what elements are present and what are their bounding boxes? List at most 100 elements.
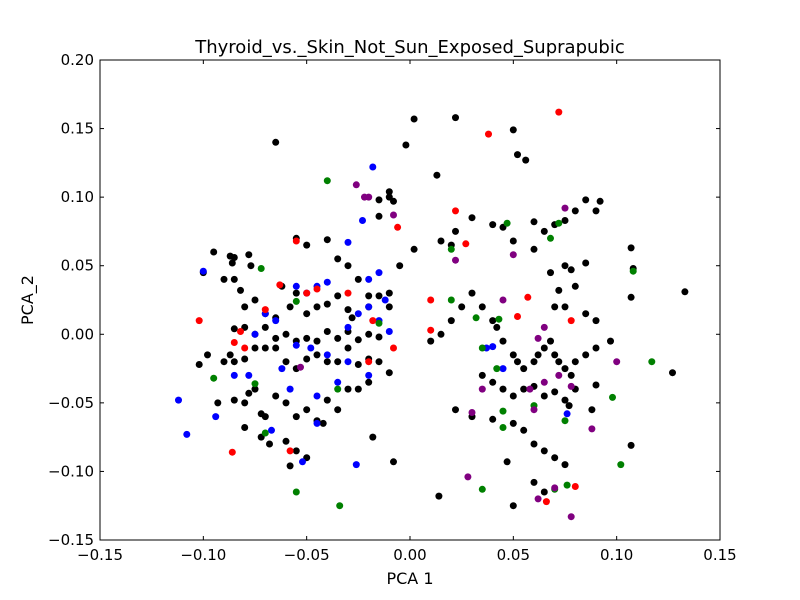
data-point (627, 441, 635, 449)
data-point (361, 193, 368, 201)
data-point (323, 358, 331, 366)
data-point (565, 402, 573, 410)
data-point (344, 344, 352, 352)
data-point (195, 317, 203, 325)
data-point (220, 275, 228, 283)
data-point (261, 429, 269, 437)
data-point (334, 358, 342, 366)
data-point (427, 296, 435, 304)
data-point (336, 502, 344, 510)
data-point (526, 385, 534, 393)
data-point (183, 430, 191, 438)
data-point (354, 275, 362, 283)
data-point (524, 293, 532, 301)
data-point (282, 358, 290, 366)
data-point (509, 351, 517, 359)
data-point (375, 333, 383, 341)
data-point (303, 310, 311, 318)
data-point (561, 303, 569, 311)
data-point (251, 344, 259, 352)
y-tick-label: 0.20 (61, 51, 94, 69)
data-point (547, 269, 554, 277)
y-tick-label: 0.15 (61, 120, 94, 138)
data-point (313, 351, 321, 359)
data-point (369, 317, 377, 325)
y-tick-label: −0.05 (48, 394, 94, 412)
data-point (555, 371, 563, 379)
data-point (617, 461, 625, 469)
data-point (437, 237, 445, 245)
data-point (390, 211, 397, 219)
data-point (571, 207, 579, 215)
data-point (390, 197, 397, 205)
data-point (427, 326, 435, 334)
data-point (385, 369, 393, 377)
data-point (489, 221, 497, 229)
x-tick-label: −0.15 (77, 546, 123, 564)
data-point (509, 251, 517, 259)
plot-frame (99, 59, 721, 541)
data-point (567, 513, 575, 521)
data-point (323, 396, 331, 404)
data-point (303, 334, 311, 342)
data-point (485, 130, 492, 138)
x-tick-label: −0.10 (180, 546, 226, 564)
data-point (303, 355, 311, 363)
data-point (390, 344, 397, 352)
data-point (540, 378, 548, 386)
data-point (352, 461, 360, 469)
data-point (220, 358, 228, 366)
data-point (230, 254, 238, 261)
data-point (245, 389, 253, 397)
data-point (582, 196, 590, 204)
data-point (286, 303, 294, 311)
data-point (509, 237, 517, 245)
data-point (509, 419, 517, 427)
data-point (282, 437, 290, 445)
data-point (509, 502, 517, 510)
data-point (282, 399, 290, 407)
data-point (592, 317, 600, 325)
data-point (567, 266, 575, 274)
data-point (313, 303, 321, 311)
data-point (551, 303, 559, 311)
data-point (447, 317, 455, 325)
data-point (365, 303, 373, 311)
data-point (292, 297, 300, 305)
data-point (540, 488, 548, 496)
data-point (365, 330, 373, 338)
data-point (323, 278, 331, 286)
data-point (278, 365, 286, 373)
data-point (555, 108, 563, 116)
data-point (230, 275, 238, 283)
data-point (344, 306, 352, 314)
data-point (478, 385, 486, 393)
data-point (452, 406, 459, 414)
data-point (323, 177, 331, 185)
data-point (493, 323, 501, 331)
data-point (530, 358, 538, 366)
data-point (478, 485, 486, 493)
data-point (588, 425, 596, 433)
data-point (251, 296, 259, 304)
data-point (627, 293, 635, 301)
data-point (237, 328, 244, 335)
data-point (307, 344, 315, 352)
data-point (540, 323, 548, 331)
data-point (251, 385, 259, 393)
data-point (530, 218, 538, 226)
data-point (230, 358, 238, 366)
data-point (230, 325, 238, 333)
data-point (540, 344, 548, 352)
data-point (547, 337, 554, 345)
data-point (276, 281, 284, 289)
data-point (542, 498, 550, 506)
data-point (563, 410, 571, 418)
data-point (551, 351, 559, 359)
data-point (313, 337, 321, 345)
data-point (540, 392, 548, 400)
data-point (561, 396, 569, 404)
data-point (292, 488, 300, 496)
data-point (613, 358, 621, 366)
data-point (530, 406, 538, 414)
